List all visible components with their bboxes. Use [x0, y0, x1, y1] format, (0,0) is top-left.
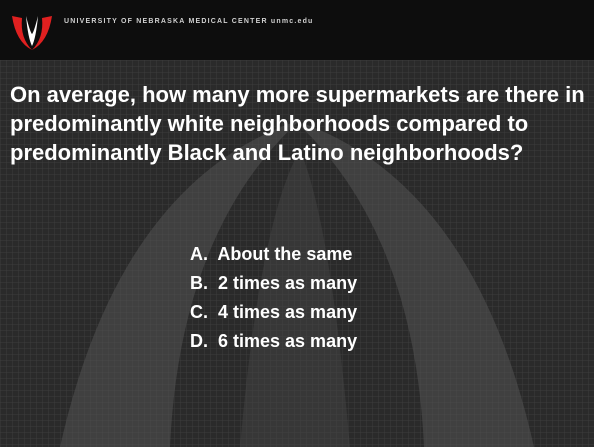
header-title: UNIVERSITY OF NEBRASKA MEDICAL CENTER un…	[64, 18, 314, 25]
header-bar	[0, 0, 594, 60]
options: A. About the same B. 2 times as many C. 4 …	[190, 240, 357, 356]
logo	[12, 16, 52, 50]
option: C. 4 times as many	[190, 302, 358, 322]
question: On average, how many more supermarkets a…	[10, 82, 585, 165]
option: A. About the same	[190, 244, 353, 264]
option: D. 6 times as many	[190, 331, 358, 351]
option: B. 2 times as many	[190, 273, 358, 293]
